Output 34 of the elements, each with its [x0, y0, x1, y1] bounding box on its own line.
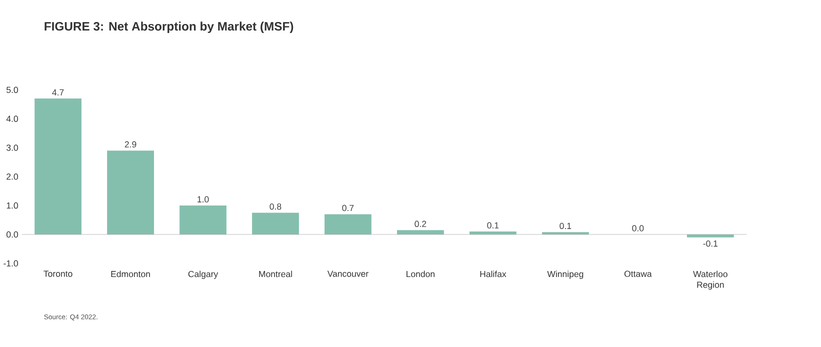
x-tick-label: Halifax — [480, 270, 506, 278]
bar — [107, 150, 154, 235]
data-label: 0.1 — [487, 222, 499, 229]
data-label: -0.1 — [703, 240, 718, 247]
x-tick-label: London — [406, 270, 435, 278]
y-tick-label: 2.0 — [6, 174, 18, 180]
data-label: 0.0 — [632, 225, 644, 232]
data-label: 1.0 — [198, 196, 209, 203]
x-tick-label: Vancouver — [327, 270, 368, 277]
data-label: 0.2 — [414, 220, 426, 228]
bar — [252, 212, 299, 235]
y-tick-label: 1.0 — [6, 202, 18, 209]
y-tick-label: 4.0 — [6, 116, 18, 122]
x-tick-label: Winnipeg — [547, 270, 584, 279]
x-tick-label: Montreal — [259, 270, 292, 278]
x-tick-label: Calgary — [188, 270, 218, 279]
data-label: 2.9 — [124, 141, 136, 148]
x-tick-label: Toronto — [44, 270, 72, 277]
data-label: 4.7 — [52, 90, 64, 96]
data-label: 0.7 — [342, 204, 354, 212]
data-label: 0.1 — [560, 222, 572, 230]
y-tick-label: -1.0 — [4, 260, 18, 267]
y-tick-label: 0.0 — [6, 231, 18, 238]
bar — [34, 98, 82, 235]
x-tick-label: Ottawa — [624, 270, 652, 278]
data-label: 0.8 — [270, 204, 282, 210]
x-tick-label: Edmonton — [111, 270, 150, 278]
bar — [397, 230, 444, 235]
chart-title: FIGURE 3: Net Absorption by Market (MSF) — [44, 22, 294, 34]
bar — [324, 214, 372, 235]
y-tick-label: 3.0 — [6, 144, 18, 151]
x-tick-label: Waterloo Region — [693, 270, 728, 290]
bar — [180, 206, 226, 235]
y-tick-label: 5.0 — [6, 86, 18, 94]
